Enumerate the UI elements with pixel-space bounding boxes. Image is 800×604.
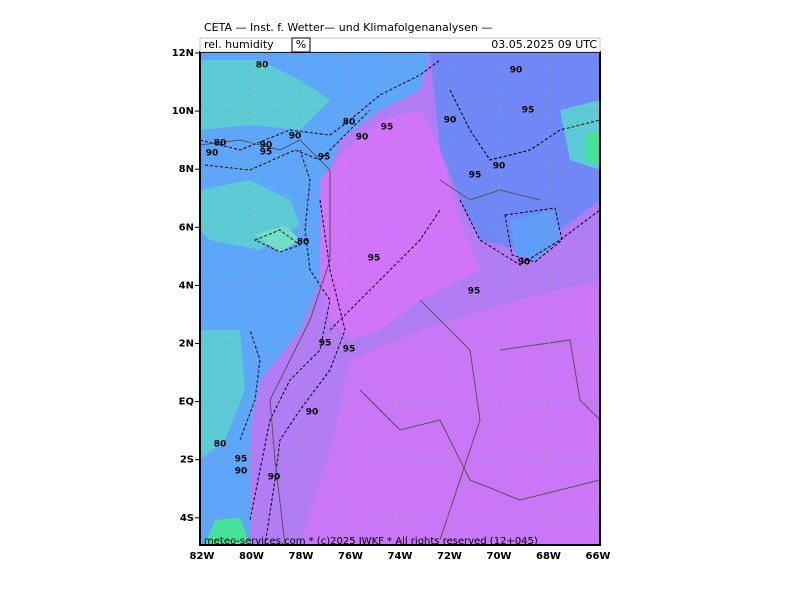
contour-label: 95 bbox=[381, 123, 394, 133]
lon-label: 82W bbox=[190, 551, 215, 562]
lat-label: 6N bbox=[179, 222, 194, 233]
contour-label: 95 bbox=[235, 455, 248, 465]
map-field bbox=[200, 52, 600, 545]
contour-label: 80 bbox=[214, 440, 227, 450]
lat-label: 4N bbox=[179, 280, 194, 291]
header-box bbox=[199, 37, 601, 53]
contour-label: 90 bbox=[306, 408, 319, 418]
unit: % bbox=[296, 38, 306, 51]
contour-label: 80 bbox=[343, 118, 356, 128]
lat-label: 4S bbox=[180, 513, 194, 524]
contour-label: 90 bbox=[206, 149, 219, 159]
contour-label: 95 bbox=[469, 171, 482, 181]
lat-label: 12N bbox=[172, 48, 194, 59]
header-title: CETA — Inst. f. Wetter— und Klimafolgena… bbox=[204, 21, 492, 34]
lon-label: 66W bbox=[586, 551, 611, 562]
lon-label: 78W bbox=[289, 551, 314, 562]
contour-label: 95 bbox=[368, 254, 381, 264]
contour-label: 80 bbox=[214, 139, 227, 149]
contour-label: 90 bbox=[268, 473, 281, 483]
contour-label: 95 bbox=[318, 153, 331, 163]
lat-label: 2N bbox=[179, 339, 194, 350]
lat-label: 10N bbox=[172, 106, 194, 117]
contour-label: 95 bbox=[260, 148, 273, 158]
footer: meteo-services.com * (c)2025 IWKF * All … bbox=[204, 536, 538, 547]
contour-label: 95 bbox=[319, 339, 332, 349]
contour-label: 80 bbox=[256, 61, 269, 71]
contour-label: 95 bbox=[343, 345, 356, 355]
datetime: 03.05.2025 09 UTC bbox=[491, 38, 597, 51]
contour-label: 90 bbox=[510, 66, 523, 76]
lat-label: 2S bbox=[180, 455, 194, 466]
contour-label: 90 bbox=[444, 116, 457, 126]
variable: rel. humidity bbox=[204, 38, 274, 51]
lon-label: 72W bbox=[437, 551, 462, 562]
lon-label: 76W bbox=[338, 551, 363, 562]
lon-label: 68W bbox=[536, 551, 561, 562]
contour-label: 90 bbox=[289, 132, 302, 142]
lon-label: 80W bbox=[239, 551, 264, 562]
lon-label: 70W bbox=[487, 551, 512, 562]
contour-label: 95 bbox=[522, 106, 535, 116]
lat-label: 8N bbox=[179, 164, 194, 175]
contour-label: 90 bbox=[356, 133, 369, 143]
contour-label: 90 bbox=[260, 141, 273, 151]
unit-box bbox=[291, 37, 311, 53]
contour-label: 95 bbox=[468, 287, 481, 297]
contour-label: 90 bbox=[493, 162, 506, 172]
contour-label: 90 bbox=[235, 467, 248, 477]
contour-label: 80 bbox=[297, 238, 310, 248]
lat-label: EQ bbox=[179, 397, 194, 408]
contour-label: 90 bbox=[518, 258, 531, 268]
lon-label: 74W bbox=[388, 551, 413, 562]
